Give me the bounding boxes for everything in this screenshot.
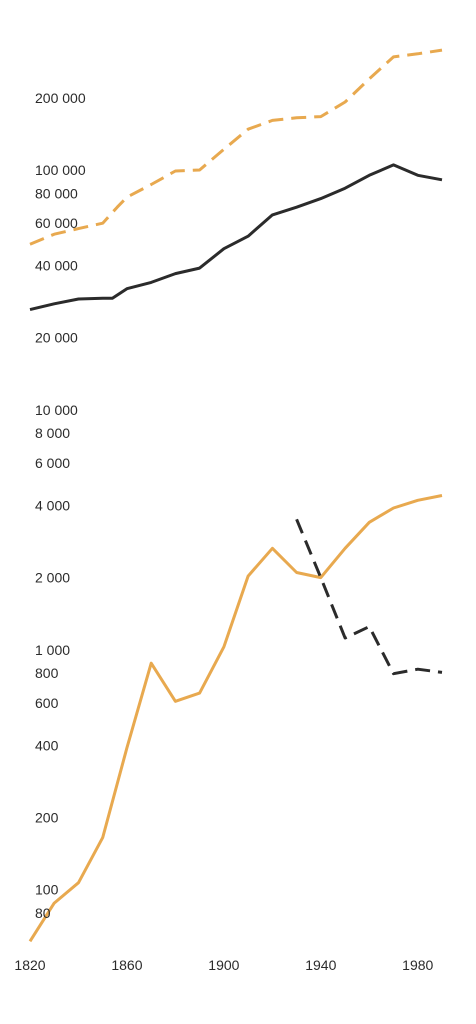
y-tick-label: 4 000 — [35, 497, 70, 513]
y-tick-label: 2 000 — [35, 570, 70, 586]
x-tick-label: 1820 — [14, 957, 45, 973]
x-tick-label: 1940 — [305, 957, 336, 973]
x-tick-label: 1980 — [402, 957, 433, 973]
y-tick-label: 6 000 — [35, 455, 70, 471]
y-tick-label: 100 — [35, 882, 59, 898]
y-tick-label: 1 000 — [35, 642, 70, 658]
y-axis-tick-labels: 80 100 200 400 600 800 1 000 2 000 4 000 6 000 8 0… — [35, 90, 86, 921]
y-tick-label: 200 — [35, 810, 59, 826]
y-tick-label: 40 000 — [35, 257, 78, 273]
y-tick-label: 8 000 — [35, 425, 70, 441]
x-tick-label: 1860 — [111, 957, 142, 973]
y-tick-label: 80 — [35, 905, 51, 921]
series-line-2 — [29, 163, 443, 312]
y-tick-label: 400 — [35, 737, 59, 753]
y-tick-label: 80 000 — [35, 185, 78, 201]
series-line-4 — [295, 518, 443, 676]
y-tick-label: 20 000 — [35, 330, 78, 346]
series-line-3 — [28, 494, 443, 943]
series-layer — [28, 48, 443, 943]
x-tick-label: 1900 — [208, 957, 239, 973]
y-tick-label: 200 000 — [35, 90, 86, 106]
y-tick-label: 600 — [35, 695, 59, 711]
y-tick-label: 100 000 — [35, 162, 86, 178]
x-axis-tick-labels: 1820 1860 1900 1940 1980 — [14, 957, 433, 973]
y-tick-label: 10 000 — [35, 402, 78, 418]
y-tick-label: 60 000 — [35, 215, 78, 231]
series-line-1 — [29, 48, 443, 246]
y-tick-label: 800 — [35, 665, 59, 681]
